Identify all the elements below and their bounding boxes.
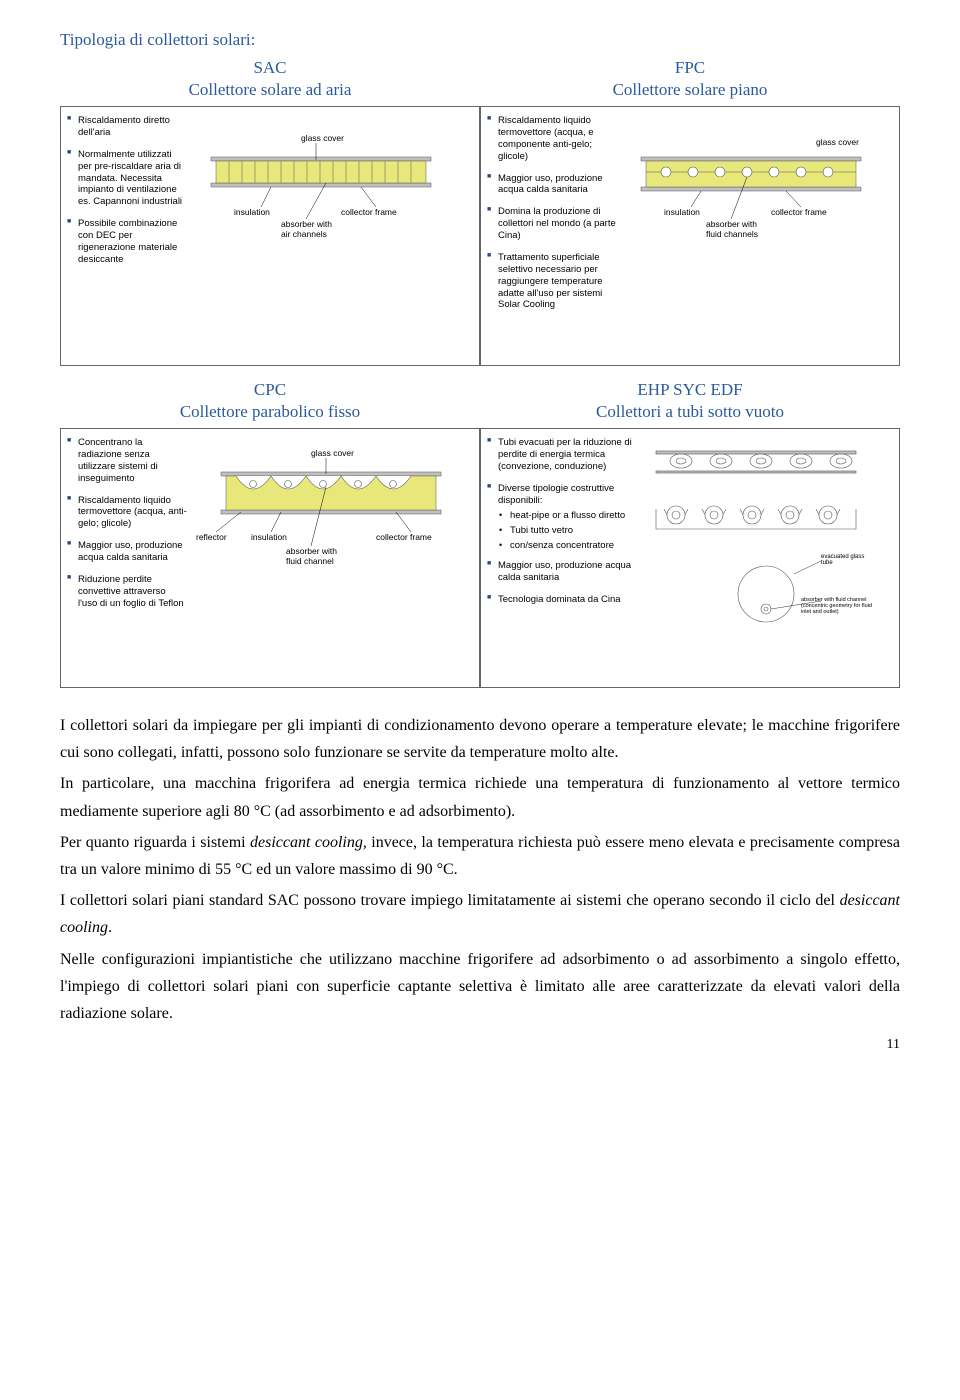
paragraph: I collettori solari piani standard SAC p… [60, 887, 900, 941]
sac-header: SAC Collettore solare ad aria [60, 58, 480, 100]
label-glass-cover: glass cover [311, 448, 354, 458]
list-item: Maggior uso, produzione acqua calda sani… [487, 173, 619, 197]
list-item: Diverse tipologie costruttive disponibil… [487, 483, 637, 507]
label-abs-concentric: absorber with fluid channel (concentric … [801, 597, 872, 615]
list-item: Normalmente utilizzati per pre-riscaldar… [67, 149, 187, 208]
label-absorber-air: absorber with air channels [281, 219, 332, 239]
sac-diagram: glass cover insulation collector frame a… [201, 137, 469, 257]
ehp-header: EHP SYC EDF Collettori a tubi sotto vuot… [480, 380, 900, 422]
collector-table-2: CPC Collettore parabolico fisso Concentr… [60, 380, 900, 688]
list-item: Tubi tutto vetro [499, 525, 639, 537]
list-item: Tubi evacuati per la riduzione di perdit… [487, 437, 637, 473]
label-insulation: insulation [234, 207, 270, 217]
sac-cell: Riscaldamento diretto dell'aria Normalme… [60, 106, 480, 366]
label-collector-frame: collector frame [376, 532, 432, 542]
fpc-header: FPC Collettore solare piano [480, 58, 900, 100]
cpc-bullets: Concentrano la radiazione senza utilizza… [67, 437, 187, 610]
label-collector-frame: collector frame [771, 207, 827, 217]
label-absorber-fluid-ch: absorber with fluid channel [286, 546, 337, 566]
collector-table: SAC Collettore solare ad aria Riscaldame… [60, 58, 900, 366]
page-number: 11 [887, 1037, 900, 1053]
label-insulation: insulation [251, 532, 287, 542]
label-reflector: reflector [196, 532, 227, 542]
list-item: Trattamento superficiale selettivo neces… [487, 252, 619, 311]
label-glass-cover: glass cover [816, 137, 859, 147]
paragraph: In particolare, una macchina frigorifera… [60, 770, 900, 824]
list-item: Riscaldamento diretto dell'aria [67, 115, 187, 139]
list-item: Riscaldamento liquido termovettore (acqu… [67, 495, 187, 531]
cpc-diagram: glass cover reflector insulation collect… [201, 454, 469, 584]
label-glass-cover: glass cover [301, 133, 344, 143]
fpc-diagram: glass cover insulation collector frame a… [631, 147, 889, 257]
cpc-header: CPC Collettore parabolico fisso [60, 380, 480, 422]
cpc-cell: Concentrano la radiazione senza utilizza… [60, 428, 480, 688]
sac-bullets: Riscaldamento diretto dell'aria Normalme… [67, 115, 187, 266]
fpc-bullets: Riscaldamento liquido termovettore (acqu… [487, 115, 619, 311]
list-item: con/senza concentratore [499, 540, 639, 552]
label-collector-frame: collector frame [341, 207, 397, 217]
paragraph: Nelle configurazioni impiantistiche che … [60, 946, 900, 1028]
main-heading: Tipologia di collettori solari: [60, 30, 900, 50]
ehp-bullets: Tubi evacuati per la riduzione di perdit… [487, 437, 637, 606]
list-item: Domina la produzione di collettori nel m… [487, 206, 619, 242]
list-item: Tecnologia dominata da Cina [487, 594, 637, 606]
label-insulation: insulation [664, 207, 700, 217]
ehp-diagram: evacuated glass tube absorber with fluid… [646, 439, 889, 669]
label-evac-tube: evacuated glass tube [821, 554, 864, 566]
ehp-cell: Tubi evacuati per la riduzione di perdit… [480, 428, 900, 688]
list-item: Maggior uso, produzione acqua calda sani… [67, 540, 187, 564]
list-item: Maggior uso, produzione acqua calda sani… [487, 560, 637, 584]
list-item: Possibile combinazione con DEC per rigen… [67, 218, 187, 266]
list-item: Riscaldamento liquido termovettore (acqu… [487, 115, 619, 163]
paragraph: Per quanto riguarda i sistemi desiccant … [60, 829, 900, 883]
list-item: heat-pipe or a flusso diretto [499, 510, 639, 522]
fpc-cell: Riscaldamento liquido termovettore (acqu… [480, 106, 900, 366]
paragraph: I collettori solari da impiegare per gli… [60, 712, 900, 766]
body-text: I collettori solari da impiegare per gli… [60, 712, 900, 1027]
list-item: Riduzione perdite convettive attraverso … [67, 574, 187, 610]
list-item: Concentrano la radiazione senza utilizza… [67, 437, 187, 485]
label-absorber-fluid: absorber with fluid channels [706, 219, 758, 239]
